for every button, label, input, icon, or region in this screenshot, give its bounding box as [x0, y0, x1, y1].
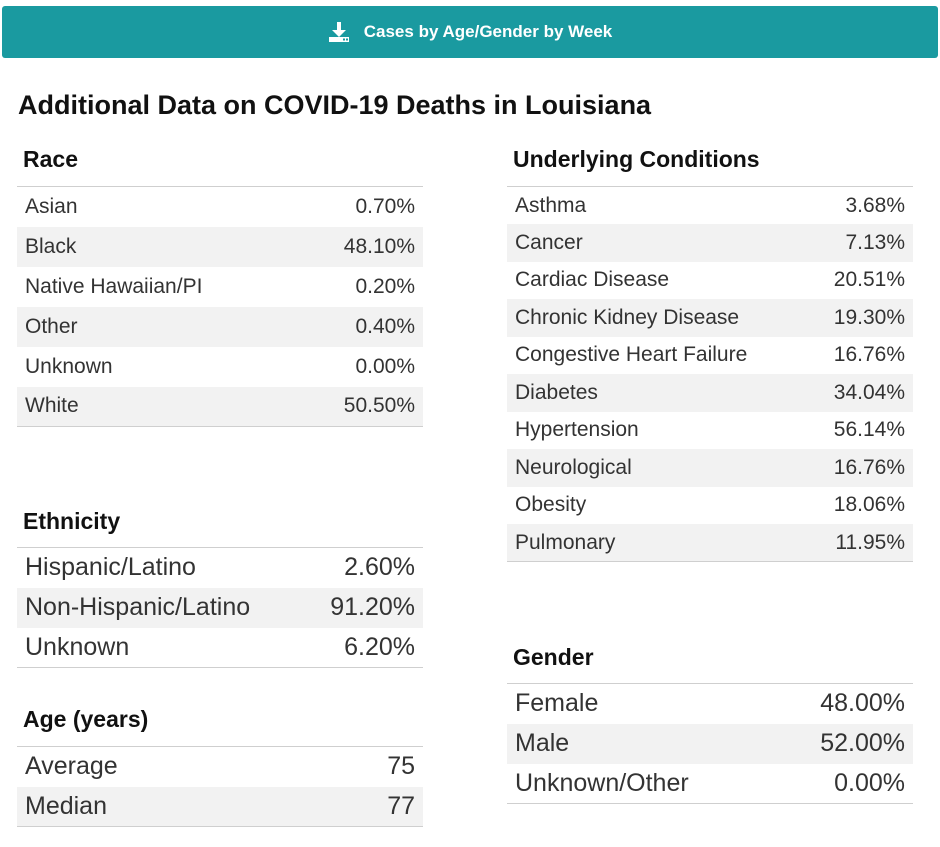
row-label: Black: [17, 226, 297, 267]
row-value: 52.00%: [772, 723, 913, 764]
row-label: Diabetes: [507, 374, 808, 412]
row-label: Unknown/Other: [515, 768, 689, 797]
row-value: 91.20%: [303, 587, 423, 628]
table-row: Black 48.10%: [17, 226, 423, 267]
row-label: Female: [515, 689, 599, 718]
page-title: Additional Data on COVID-19 Deaths in Lo…: [18, 90, 652, 120]
row-label: Obesity: [515, 493, 587, 517]
table-row: Unknown 6.20%: [17, 628, 423, 668]
download-cases-button[interactable]: Cases by Age/Gender by Week: [2, 6, 938, 58]
table-row: Congestive Heart Failure 16.76%: [507, 337, 913, 375]
row-value: 75: [387, 752, 415, 781]
row-value: 11.95%: [807, 524, 913, 562]
row-value: 0.40%: [296, 306, 423, 347]
row-value: 0.20%: [355, 274, 415, 298]
download-button-label: Cases by Age/Gender by Week: [363, 22, 613, 41]
table-row: Hypertension 56.14%: [507, 412, 913, 450]
age-table: Average 75 Median 77: [17, 746, 423, 827]
row-value: 48.10%: [296, 226, 423, 267]
row-value: 16.76%: [807, 449, 913, 487]
row-label: Non-Hispanic/Latino: [17, 587, 304, 628]
table-row: Asthma 3.68%: [507, 187, 913, 225]
table-row: Hispanic/Latino 2.60%: [17, 548, 423, 588]
conditions-table-body: Asthma 3.68% Cancer 7.13% Cardiac Disease 20.…: [507, 187, 913, 562]
row-value: 50.50%: [296, 386, 423, 427]
row-label: Neurological: [507, 449, 808, 487]
row-value: 20.51%: [833, 268, 905, 292]
ethnicity-table-body: Hispanic/Latino 2.60% Non-Hispanic/Latino 9…: [17, 548, 423, 668]
row-value: 18.06%: [833, 493, 905, 517]
row-label: Hypertension: [515, 418, 639, 442]
table-row: Cardiac Disease 20.51%: [507, 262, 913, 300]
row-value: 7.13%: [807, 224, 913, 262]
ethnicity-section-title: Ethnicity: [23, 508, 121, 534]
row-value: 0.00%: [834, 768, 905, 797]
age-table-body: Average 75 Median 77: [17, 747, 423, 827]
conditions-section-title: Underlying Conditions: [513, 146, 760, 172]
table-row: Unknown 0.00%: [17, 347, 423, 387]
row-value: 19.30%: [807, 299, 913, 337]
gender-table: Female 48.00% Male 52.00% Unknown/Other 0.00%: [507, 683, 913, 804]
row-value: 3.68%: [845, 193, 905, 217]
row-label: Unknown: [25, 354, 113, 378]
row-value: 16.76%: [833, 343, 905, 367]
row-value: 77: [306, 786, 423, 827]
race-section-title: Race: [23, 146, 78, 172]
table-row: Female 48.00%: [507, 684, 913, 724]
table-row: Asian 0.70%: [17, 187, 423, 227]
row-label: Congestive Heart Failure: [515, 343, 748, 367]
gender-table-body: Female 48.00% Male 52.00% Unknown/Other 0.00%: [507, 684, 913, 804]
row-label: Cancer: [507, 224, 808, 262]
race-table-body: Asian 0.70% Black 48.10% Native Hawaiian/PI 0…: [17, 187, 423, 427]
row-value: 48.00%: [820, 689, 905, 718]
row-value: 0.00%: [355, 354, 415, 378]
row-value: 34.04%: [807, 374, 913, 412]
age-section-title: Age (years): [23, 706, 149, 732]
row-label: Hispanic/Latino: [25, 553, 196, 582]
download-icon: [328, 22, 349, 42]
table-row: Chronic Kidney Disease 19.30%: [507, 299, 913, 337]
row-label: Other: [17, 306, 297, 347]
table-row: Native Hawaiian/PI 0.20%: [17, 267, 423, 307]
row-value: 56.14%: [833, 418, 905, 442]
conditions-table: Asthma 3.68% Cancer 7.13% Cardiac Disease 20.…: [507, 186, 913, 562]
table-row: Median 77: [17, 786, 423, 827]
row-label: Cardiac Disease: [515, 268, 670, 292]
row-value: 2.60%: [344, 553, 415, 582]
table-row: Diabetes 34.04%: [507, 374, 913, 412]
table-row: Non-Hispanic/Latino 91.20%: [17, 587, 423, 628]
row-label: Native Hawaiian/PI: [25, 274, 203, 298]
table-row: White 50.50%: [17, 386, 423, 427]
row-label: Unknown: [25, 632, 130, 661]
table-row: Obesity 18.06%: [507, 487, 913, 525]
table-row: Male 52.00%: [507, 723, 913, 764]
table-row: Unknown/Other 0.00%: [507, 764, 913, 804]
row-label: Male: [507, 723, 773, 764]
row-label: Asian: [25, 194, 78, 218]
row-value: 0.70%: [355, 194, 415, 218]
row-label: Asthma: [515, 193, 587, 217]
table-row: Other 0.40%: [17, 306, 423, 347]
row-value: 6.20%: [344, 632, 415, 661]
table-row: Cancer 7.13%: [507, 224, 913, 262]
table-row: Pulmonary 11.95%: [507, 524, 913, 562]
table-row: Neurological 16.76%: [507, 449, 913, 487]
ethnicity-table: Hispanic/Latino 2.60% Non-Hispanic/Latino 9…: [17, 547, 423, 668]
row-label: Pulmonary: [507, 524, 808, 562]
table-row: Average 75: [17, 747, 423, 787]
row-label: Average: [25, 752, 118, 781]
row-label: White: [17, 386, 297, 427]
row-label: Median: [17, 786, 307, 827]
row-label: Chronic Kidney Disease: [507, 299, 808, 337]
race-table: Asian 0.70% Black 48.10% Native Hawaiian/PI 0…: [17, 186, 423, 427]
gender-section-title: Gender: [513, 644, 594, 670]
